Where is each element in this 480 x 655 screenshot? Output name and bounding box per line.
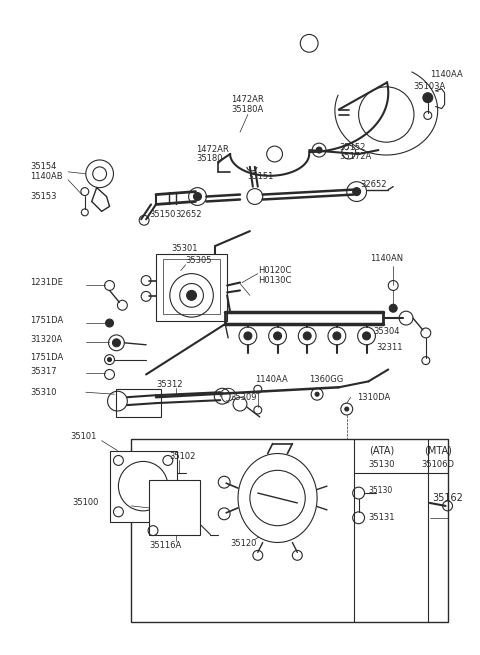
Text: 35130: 35130: [369, 485, 393, 495]
Text: 35120: 35120: [230, 539, 256, 548]
Circle shape: [389, 305, 397, 312]
Text: 32652: 32652: [360, 180, 387, 189]
Bar: [131, 439, 447, 622]
Text: 32652: 32652: [176, 210, 202, 219]
Bar: [109, 451, 177, 522]
Text: H0130C: H0130C: [258, 276, 291, 285]
Text: 35152: 35152: [339, 143, 365, 151]
Text: 35305: 35305: [186, 256, 212, 265]
Text: 31320A: 31320A: [30, 335, 63, 345]
Ellipse shape: [238, 453, 317, 542]
Text: 35317: 35317: [30, 367, 57, 376]
Bar: [163, 259, 220, 314]
Circle shape: [193, 193, 202, 200]
Circle shape: [244, 332, 252, 340]
Text: 1140AB: 1140AB: [30, 172, 63, 181]
Text: 1472AR: 1472AR: [231, 95, 264, 104]
Text: 1140AA: 1140AA: [255, 375, 288, 384]
Text: 35102: 35102: [169, 452, 195, 461]
Circle shape: [106, 319, 113, 327]
Circle shape: [274, 332, 281, 340]
Text: 35153: 35153: [30, 192, 57, 201]
Text: 35101: 35101: [70, 432, 96, 441]
Text: 1751DA: 1751DA: [30, 316, 64, 325]
Text: 35131: 35131: [369, 514, 395, 522]
Text: 35309: 35309: [230, 393, 257, 402]
Text: 35150: 35150: [149, 210, 175, 219]
Text: (ATA): (ATA): [369, 445, 394, 456]
Circle shape: [303, 332, 311, 340]
Text: 35310: 35310: [30, 388, 57, 397]
Text: 35172A: 35172A: [339, 153, 371, 162]
Circle shape: [316, 147, 322, 153]
Text: 35116A: 35116A: [149, 541, 181, 550]
Text: 1310DA: 1310DA: [357, 393, 390, 402]
Text: 35151: 35151: [247, 172, 273, 181]
Text: 1231DE: 1231DE: [30, 278, 63, 287]
Text: 32311: 32311: [376, 343, 403, 352]
Circle shape: [112, 339, 120, 346]
Text: 1140AN: 1140AN: [371, 254, 404, 263]
Text: 1751DA: 1751DA: [30, 353, 64, 362]
Text: 1472AR: 1472AR: [196, 145, 229, 153]
Text: 35304: 35304: [373, 328, 400, 337]
Text: 1140AA: 1140AA: [430, 71, 463, 79]
Text: 35180: 35180: [196, 155, 223, 164]
Text: 35103A: 35103A: [413, 83, 445, 91]
Text: 35106D: 35106D: [421, 460, 454, 469]
Circle shape: [423, 93, 433, 103]
Text: 35301: 35301: [171, 244, 197, 253]
Text: 1360GG: 1360GG: [309, 375, 343, 384]
Text: 35130: 35130: [368, 460, 395, 469]
Text: 35154: 35154: [30, 162, 57, 172]
Bar: [117, 389, 161, 417]
Bar: [149, 480, 201, 534]
Text: 35180A: 35180A: [232, 105, 264, 114]
Circle shape: [315, 392, 319, 396]
Circle shape: [353, 187, 360, 196]
Text: 35100: 35100: [72, 498, 98, 508]
Text: (MTA): (MTA): [424, 445, 452, 456]
Text: H0120C: H0120C: [258, 266, 291, 275]
Circle shape: [187, 290, 196, 301]
Circle shape: [333, 332, 341, 340]
Circle shape: [108, 358, 111, 362]
Text: 35162: 35162: [433, 493, 464, 503]
Text: 35312: 35312: [156, 380, 182, 389]
Bar: [156, 254, 227, 321]
Circle shape: [362, 332, 371, 340]
Circle shape: [345, 407, 349, 411]
